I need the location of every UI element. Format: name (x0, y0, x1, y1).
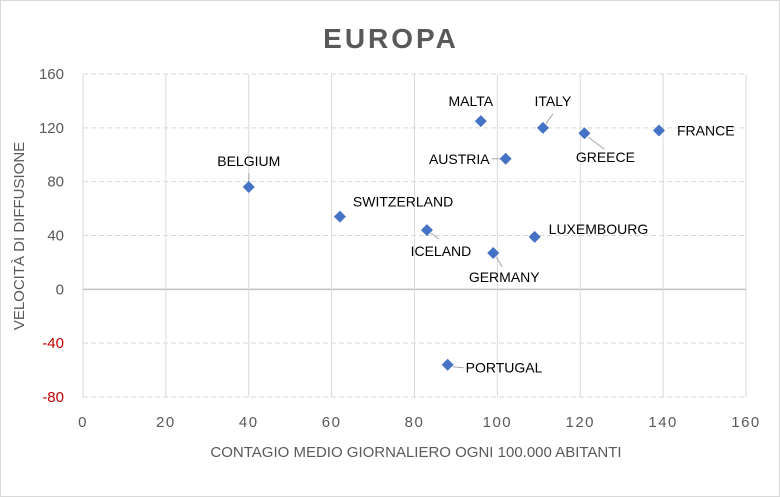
point-france (652, 124, 665, 137)
y-tick-label: 120 (39, 120, 64, 137)
label-italy: ITALY (535, 93, 572, 109)
leader-iceland (430, 232, 440, 240)
y-axis-label: VELOCITÀ DI DIFFUSIONE (11, 142, 28, 330)
y-tick-label: 80 (47, 174, 64, 191)
y-tick-label: 160 (39, 66, 64, 83)
leader-greece (588, 136, 605, 150)
x-axis-label: CONTAGIO MEDIO GIORNALIERO OGNI 100.000 … (210, 444, 621, 461)
point-germany (487, 246, 500, 259)
leader-italy (545, 113, 554, 125)
x-tick-label: 120 (565, 414, 595, 431)
label-luxembourg: LUXEMBOURG (549, 221, 649, 237)
label-germany: GERMANY (469, 269, 540, 285)
label-france: FRANCE (677, 123, 735, 139)
x-tick-label: 80 (405, 414, 425, 431)
point-belgium (242, 181, 255, 194)
point-switzerland (333, 210, 346, 223)
point-luxembourg (528, 230, 541, 243)
label-malta: MALTA (448, 93, 493, 109)
leader-germany (495, 256, 503, 268)
label-switzerland: SWITZERLAND (353, 194, 453, 210)
x-tick-label: 40 (239, 414, 259, 431)
x-tick-label: 0 (78, 414, 88, 431)
grid (82, 73, 747, 398)
x-tick-label: 100 (483, 414, 513, 431)
label-austria: AUSTRIA (429, 151, 490, 167)
leader-lines (248, 113, 605, 369)
point-portugal (441, 358, 454, 371)
y-tick-label: 0 (56, 281, 64, 298)
label-portugal: PORTUGAL (466, 360, 543, 376)
point-iceland (420, 224, 433, 237)
point-malta (474, 115, 487, 128)
x-tick-label: 60 (322, 414, 342, 431)
label-belgium: BELGIUM (217, 153, 280, 169)
x-tick-label: 20 (156, 414, 176, 431)
label-iceland: ICELAND (411, 243, 472, 259)
data-points (242, 115, 665, 371)
y-tick-label: -80 (42, 389, 64, 406)
y-tick-label: -40 (42, 335, 64, 352)
point-italy (536, 121, 549, 134)
leader-portugal (452, 366, 464, 369)
y-tick-label: 40 (47, 228, 64, 245)
point-greece (578, 127, 591, 140)
point-labels: BELGIUM SWITZERLAND ICELAND PORTUGAL MALTA GE… (217, 93, 734, 376)
point-austria (499, 152, 512, 165)
tick-labels: -80 -40 0 40 80 120 160 0 20 40 60 80 100 120 140 160 (39, 66, 761, 431)
x-tick-label: 140 (648, 414, 678, 431)
x-tick-label: 160 (731, 414, 761, 431)
label-greece: GREECE (576, 149, 635, 165)
chart-title: EUROPA (323, 23, 459, 54)
